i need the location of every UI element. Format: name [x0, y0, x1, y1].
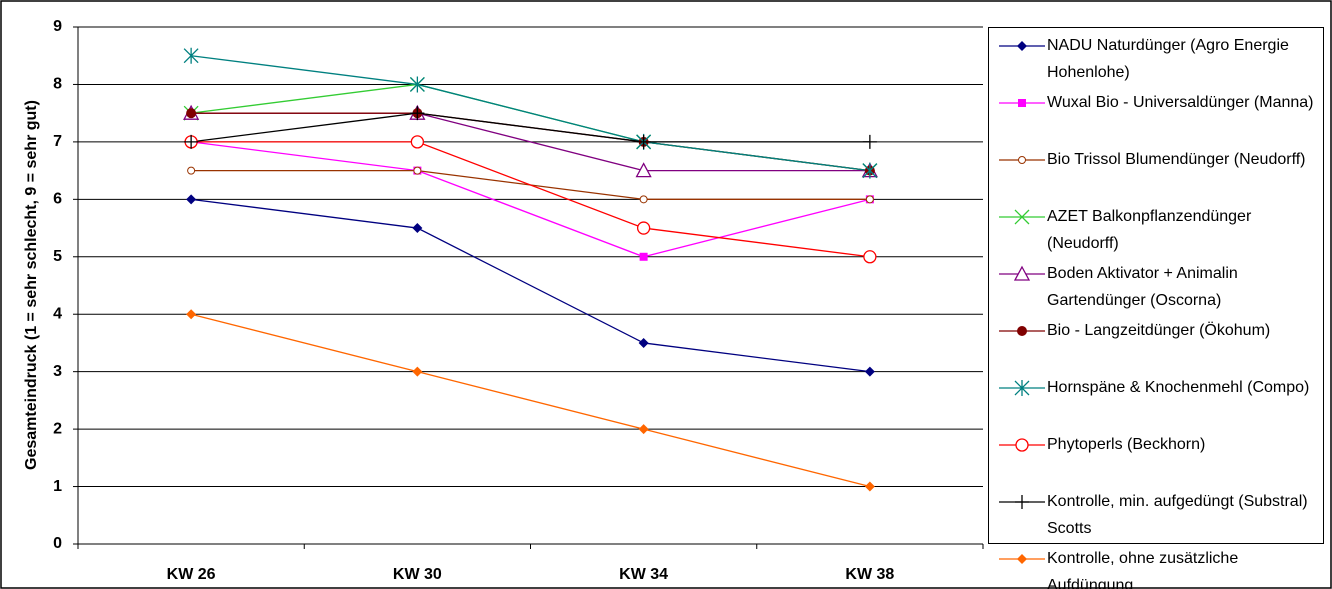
series-line — [191, 55, 870, 172]
y-tick-label: 7 — [53, 133, 62, 150]
marker — [409, 76, 425, 93]
series-line — [191, 112, 870, 143]
series-line — [191, 141, 871, 258]
legend-label: Kontrolle, ohne zusätzliche Aufdüngung — [1047, 550, 1239, 589]
y-tick-label: 9 — [53, 18, 62, 35]
legend-item: Wuxal Bio - Universaldünger (Manna) — [989, 89, 1323, 146]
legend-label: Bio - Langzeitdünger (Ökohum) — [1047, 322, 1271, 339]
y-tick-label: 0 — [53, 535, 62, 552]
marker — [638, 424, 649, 435]
marker — [413, 166, 422, 175]
x-tick-label: KW 34 — [619, 566, 668, 583]
marker — [636, 134, 651, 149]
legend-label: Boden Aktivator + Animalin Gartendünger … — [1047, 265, 1238, 309]
marker — [412, 223, 423, 234]
marker — [186, 309, 197, 320]
x-tick-label: KW 26 — [167, 566, 216, 583]
legend-swatch — [999, 209, 1045, 225]
legend-item: Hornspäne & Knochenmehl (Compo) — [989, 374, 1323, 431]
series-line — [191, 198, 870, 373]
series-line — [190, 313, 871, 488]
marker — [636, 221, 651, 235]
legend-label: Wuxal Bio - Universaldünger (Manna) — [1047, 94, 1314, 111]
marker — [635, 162, 652, 178]
marker — [410, 135, 425, 149]
legend-label: AZET Balkonpflanzendünger (Neudorff) — [1047, 208, 1252, 252]
marker — [862, 134, 877, 149]
legend-marker — [1017, 326, 1027, 336]
legend-swatch — [999, 438, 1045, 452]
legend-item: NADU Naturdünger (Agro Energie Hohenlohe… — [989, 32, 1323, 89]
legend-marker — [1015, 438, 1029, 452]
y-tick-label: 2 — [53, 420, 62, 437]
marker — [862, 162, 878, 179]
legend-swatch — [999, 495, 1045, 509]
marker — [863, 250, 877, 264]
legend-item: AZET Balkonpflanzendünger (Neudorff) — [989, 203, 1323, 260]
legend-item: Kontrolle, ohne zusätzliche Aufdüngung — [989, 545, 1323, 589]
x-tick-label: KW 38 — [845, 566, 894, 583]
legend-item: Phytoperls (Beckhorn) — [989, 431, 1323, 488]
marker — [865, 195, 874, 204]
legend-label: NADU Naturdünger (Agro Energie Hohenlohe… — [1047, 37, 1289, 81]
legend-item: Bio Trissol Blumendünger (Neudorff) — [989, 146, 1323, 203]
marker — [186, 194, 197, 205]
marker — [639, 195, 648, 204]
y-tick-label: 1 — [53, 478, 62, 495]
legend-swatch — [999, 380, 1045, 396]
legend-marker — [1018, 156, 1026, 164]
legend-label: Phytoperls (Beckhorn) — [1047, 436, 1206, 453]
legend-swatch — [999, 265, 1045, 281]
legend-marker — [1015, 495, 1029, 509]
x-tick-label: KW 30 — [393, 566, 442, 583]
y-tick-label: 3 — [53, 363, 62, 380]
legend-swatch — [999, 554, 1045, 564]
legend: NADU Naturdünger (Agro Energie Hohenlohe… — [988, 27, 1324, 589]
marker — [183, 47, 199, 64]
y-axis-label: Gesamteindruck (1 = sehr schlecht, 9 = s… — [23, 100, 40, 470]
y-tick-label: 4 — [53, 305, 62, 322]
legend-marker — [1018, 99, 1026, 107]
legend-label: Kontrolle, min. aufgedüngt (Substral) Sc… — [1047, 493, 1308, 537]
legend-swatch — [999, 156, 1045, 164]
marker — [184, 134, 199, 149]
legend-item: Bio - Langzeitdünger (Ökohum) — [989, 317, 1323, 374]
legend-marker — [1014, 380, 1030, 396]
series-line — [191, 141, 870, 258]
marker — [186, 108, 197, 119]
legend-marker — [1017, 554, 1027, 564]
legend-marker — [1013, 265, 1031, 281]
marker — [410, 106, 425, 121]
marker — [864, 366, 875, 377]
legend-swatch — [999, 99, 1045, 107]
legend-swatch — [999, 41, 1045, 51]
legend-label: Bio Trissol Blumendünger (Neudorff) — [1047, 151, 1306, 168]
marker — [412, 366, 423, 377]
y-tick-label: 8 — [53, 76, 62, 93]
marker — [638, 337, 649, 348]
marker — [187, 166, 196, 175]
legend-label: Hornspäne & Knochenmehl (Compo) — [1047, 379, 1310, 396]
legend-marker — [1014, 209, 1030, 225]
y-tick-label: 5 — [53, 248, 62, 265]
legend-marker — [1017, 41, 1027, 51]
legend-item: Boden Aktivator + Animalin Gartendünger … — [989, 260, 1323, 317]
y-tick-label: 6 — [53, 191, 62, 208]
marker — [639, 252, 648, 261]
legend-item: Kontrolle, min. aufgedüngt (Substral) Sc… — [989, 488, 1323, 545]
legend-swatch — [999, 326, 1045, 336]
marker — [864, 481, 875, 492]
